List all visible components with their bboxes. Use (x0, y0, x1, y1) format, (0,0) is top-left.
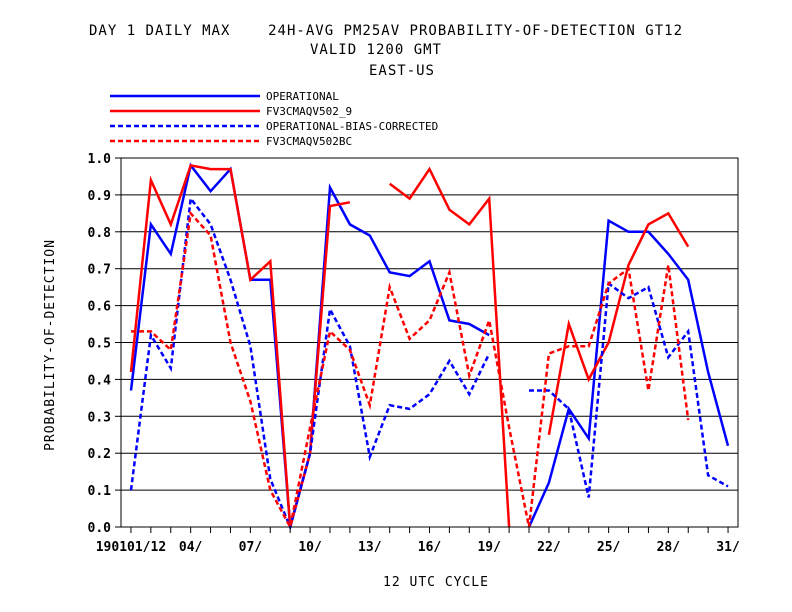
legend-label: FV3CMAQV502_9 (266, 105, 352, 118)
x-tick-label: 10/ (298, 540, 322, 555)
x-tick-label: 16/ (418, 540, 442, 555)
legend-label: FV3CMAQV502BC (266, 135, 352, 148)
series-4 (131, 210, 690, 531)
y-tick-label: 0.6 (88, 300, 112, 315)
x-axis-label: 12 UTC CYCLE (383, 575, 489, 590)
y-tick-label: 0.5 (88, 337, 111, 352)
legend: OPERATIONAL FV3CMAQV502_9 OPERATIONAL-BIAS… (110, 90, 438, 148)
x-tick-label: 19/ (477, 540, 501, 555)
y-tick-label: 1.0 (88, 152, 112, 167)
legend-label: OPERATIONAL-BIAS-CORRECTED (266, 120, 438, 133)
chart-title: DAY 1 DAILY MAX 24H-AVG PM25AV PROBABILI… (89, 23, 683, 79)
series-line-segment (527, 218, 730, 528)
x-tick-label: 25/ (597, 540, 621, 555)
x-tick-label: 31/ (716, 540, 740, 555)
y-tick-label: 0.4 (88, 373, 112, 388)
title-line-1: DAY 1 DAILY MAX 24H-AVG PM25AV PROBABILI… (89, 23, 683, 39)
x-tick-label: 28/ (657, 540, 681, 555)
series-line-segment (129, 162, 490, 528)
y-axis: 0.0 0.1 0.2 0.3 0.4 0.5 0.6 0.7 0.8 0.9 1.0 (88, 152, 121, 536)
y-tick-label: 0.2 (88, 447, 111, 462)
title-line-3: EAST-US (369, 63, 435, 79)
y-tick-label: 0.1 (88, 484, 112, 499)
legend-label: OPERATIONAL (266, 90, 339, 103)
series-1 (129, 162, 730, 528)
title-line-2: VALID 1200 GMT (310, 42, 442, 58)
series-line-segment (131, 210, 690, 531)
y-tick-label: 0.9 (88, 189, 111, 204)
x-tick-label: 04/ (179, 540, 203, 555)
y-tick-label: 0.0 (88, 521, 112, 536)
series-line-segment (529, 281, 729, 498)
series-line-segment (388, 166, 511, 528)
y-tick-label: 0.3 (88, 410, 111, 425)
series-2 (129, 163, 690, 528)
y-tick-label: 0.8 (88, 226, 112, 241)
x-tick-label: 07/ (239, 540, 263, 555)
y-tick-label: 0.7 (88, 263, 111, 278)
x-tick-label: 13/ (358, 540, 382, 555)
series-lines (129, 162, 730, 531)
x-tick-label: 22/ (537, 540, 561, 555)
series-line-segment (129, 195, 491, 531)
series-3 (129, 195, 729, 531)
series-line-segment (547, 211, 690, 436)
x-axis: 190101/12 04/07/10/13/16/19/22/25/28/31/ (96, 527, 740, 555)
x-tick-label: 190101/12 (96, 540, 166, 555)
y-axis-label: PROBABILITY-OF-DETECTION (43, 239, 58, 451)
grid-lines (121, 157, 738, 528)
